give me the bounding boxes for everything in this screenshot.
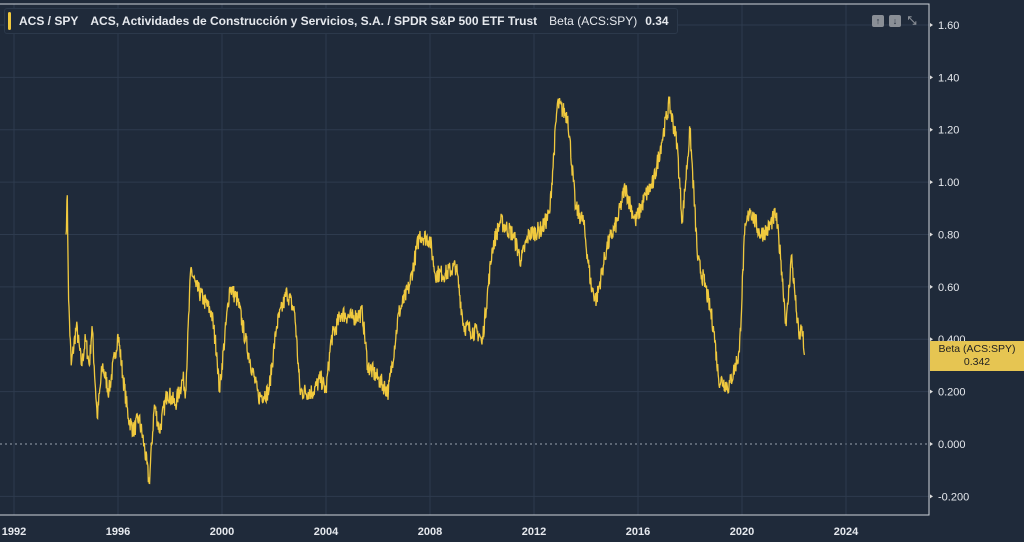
y-tick-label: 0.200 bbox=[938, 387, 966, 399]
beta-series-line bbox=[65, 96, 806, 485]
arrow-up-icon[interactable]: ↑ bbox=[872, 15, 884, 27]
arrow-down-icon[interactable]: ↓ bbox=[889, 15, 901, 27]
tick-mark bbox=[930, 389, 933, 394]
last-value-label: Beta (ACS:SPY) bbox=[938, 343, 1016, 355]
tick-mark bbox=[930, 337, 933, 342]
x-tick-label: 2016 bbox=[626, 526, 650, 538]
tick-mark bbox=[930, 494, 933, 499]
x-tick-label: 2024 bbox=[834, 526, 859, 538]
x-tick-label: 2020 bbox=[730, 526, 754, 538]
y-tick-label: 1.40 bbox=[938, 72, 959, 84]
y-tick-label: 1.00 bbox=[938, 177, 959, 189]
tick-mark bbox=[930, 127, 933, 132]
tick-mark bbox=[930, 22, 933, 27]
legend: ACS / SPY ACS, Actividades de Construcci… bbox=[4, 8, 678, 34]
legend-value: 0.34 bbox=[645, 14, 669, 28]
tick-mark bbox=[930, 232, 933, 237]
y-tick-label: 1.20 bbox=[938, 125, 959, 137]
plot-border bbox=[0, 3, 930, 516]
tick-mark bbox=[930, 284, 933, 289]
tick-mark bbox=[930, 442, 933, 446]
last-value-tag: Beta (ACS:SPY) 0.342 bbox=[930, 341, 1024, 371]
x-tick-label: 2004 bbox=[314, 526, 339, 538]
last-value: 0.342 bbox=[963, 356, 991, 368]
collapse-icon[interactable]: ⤡ bbox=[907, 15, 917, 27]
x-tick-label: 1992 bbox=[2, 526, 26, 538]
x-tick-label: 1996 bbox=[106, 526, 130, 538]
legend-indicator: Beta (ACS:SPY) bbox=[549, 14, 638, 28]
x-tick-label: 2000 bbox=[210, 526, 234, 538]
legend-name: ACS, Actividades de Construcción y Servi… bbox=[90, 14, 538, 28]
legend-symbol: ACS / SPY bbox=[19, 14, 79, 28]
tick-mark bbox=[930, 180, 933, 185]
y-tick-label: 1.60 bbox=[938, 20, 959, 32]
y-tick-label: 0.60 bbox=[938, 282, 959, 294]
y-tick-label: -0.200 bbox=[938, 491, 969, 503]
x-tick-label: 2012 bbox=[522, 526, 546, 538]
y-tick-label: 0.80 bbox=[938, 229, 959, 241]
y-tick-label: 0.000 bbox=[938, 439, 966, 451]
tick-mark bbox=[930, 75, 933, 80]
series-color-marker bbox=[8, 12, 11, 30]
chart-toolbar: ↑ ↓ ⤡ bbox=[872, 15, 918, 27]
x-tick-label: 2008 bbox=[418, 526, 442, 538]
